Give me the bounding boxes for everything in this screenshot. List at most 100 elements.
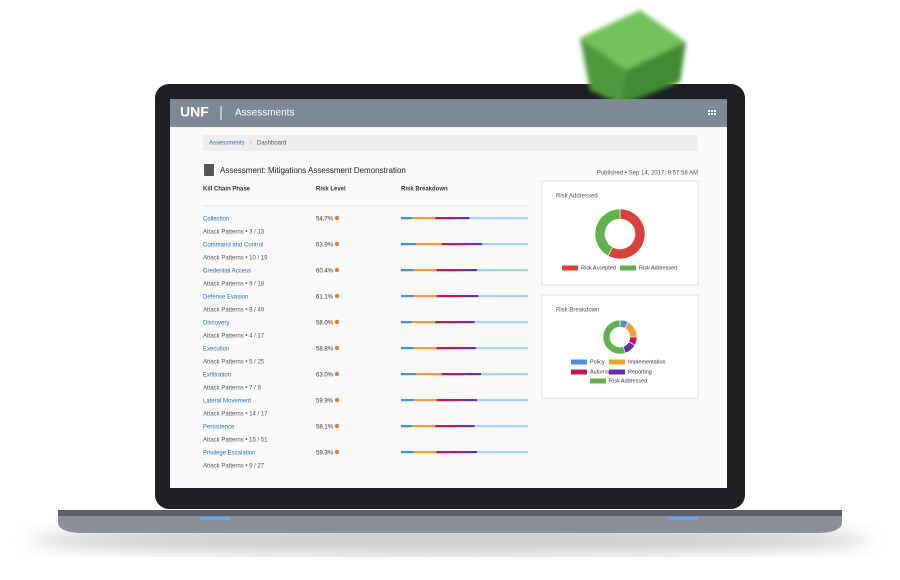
breakdown-segment (478, 295, 528, 298)
legend-label: Risk Addressed (609, 378, 647, 384)
breakdown-segment (474, 425, 528, 428)
column-header: Risk Breakdown (401, 187, 448, 193)
breakdown-segment (435, 321, 459, 324)
attack-patterns: Attack Patterns • 9 / 27 (203, 464, 265, 470)
phase-link[interactable]: Privilege Escalation (203, 451, 255, 457)
risk-dot (334, 423, 340, 429)
breakdown-segment (435, 217, 455, 220)
breakdown-segment (441, 373, 466, 376)
breakdown-segment (413, 347, 437, 350)
breakdown-segment (401, 425, 413, 428)
breakdown-segment (459, 451, 478, 454)
breakdown-segment (477, 451, 528, 454)
breakdown-segment (412, 321, 436, 324)
chart-title: Risk Breakdown (556, 308, 599, 314)
breakdown-segment (436, 451, 460, 454)
breakdown-segment (412, 425, 436, 428)
card (541, 294, 699, 399)
donut-slice (607, 208, 646, 260)
breakdown-segment (416, 373, 442, 376)
attack-patterns: Attack Patterns • 10 / 19 (203, 256, 268, 262)
legend-label: Risk Accepted (581, 265, 616, 271)
phase-link[interactable]: Credential Access (203, 269, 251, 275)
breakdown-segment (401, 269, 414, 272)
risk-level: 61.1% (316, 295, 334, 301)
breakdown-segment (401, 399, 414, 402)
risk-level: 59.3% (316, 451, 334, 457)
breadcrumb (203, 135, 698, 151)
breakdown-segment (460, 399, 478, 402)
breakdown-segment (401, 243, 417, 246)
breadcrumb-link[interactable]: Assessments (209, 141, 245, 147)
legend-swatch (571, 369, 587, 375)
breakdown-segment (436, 269, 460, 272)
legend-label: Policy (590, 359, 605, 365)
breakdown-segment (459, 347, 476, 350)
breakdown-segment (412, 217, 436, 220)
attack-patterns: Attack Patterns • 3 / 13 (203, 230, 265, 236)
risk-dot (334, 345, 340, 351)
legend-label: Automation (590, 369, 618, 375)
phase-link[interactable]: Persistence (203, 425, 235, 431)
logo: UNF (180, 104, 209, 120)
breakdown-segment (474, 321, 528, 324)
phase-link[interactable]: Discovery (203, 321, 229, 327)
legend-swatch (609, 369, 625, 375)
laptop-base (58, 512, 842, 533)
risk-dot (334, 293, 340, 299)
published: Published • Sep 14, 2017, 9:57:58 AM (597, 171, 698, 177)
risk-level: 54.7% (316, 217, 334, 223)
glow (668, 517, 698, 520)
breakdown-segment (469, 217, 528, 220)
attack-patterns: Attack Patterns • 15 / 51 (203, 438, 268, 444)
separator: / (250, 141, 252, 147)
breakdown-segment (477, 269, 528, 272)
breakdown-segment (413, 451, 437, 454)
risk-level: 58.0% (316, 321, 334, 327)
breakdown-segment (401, 451, 414, 454)
phase-link[interactable]: Defense Evasion (203, 295, 248, 301)
header-title: Assessments (235, 108, 294, 119)
phase-link[interactable]: Exfiltration (203, 373, 231, 379)
risk-level: 63.9% (316, 243, 334, 249)
breakdown-segment (465, 373, 482, 376)
legend-swatch (609, 359, 625, 365)
breakdown-segment (482, 243, 528, 246)
attack-patterns: Attack Patterns • 4 / 17 (203, 334, 265, 340)
legend-swatch (590, 378, 606, 384)
risk-dot (334, 319, 340, 325)
risk-dot (334, 241, 340, 247)
attack-patterns: Attack Patterns • 7 / 9 (203, 386, 261, 392)
cube (580, 10, 686, 105)
risk-dot (334, 267, 340, 273)
breakdown-segment (454, 217, 470, 220)
phase-link[interactable]: Command and Control (203, 243, 263, 249)
breakdown-segment (413, 399, 437, 402)
breakdown-segment (413, 295, 437, 298)
glow (200, 517, 230, 520)
legend-swatch (571, 359, 587, 365)
breakdown-segment (401, 217, 413, 220)
phase-link[interactable]: Execution (203, 347, 229, 353)
legend-label: Implementation (628, 359, 666, 365)
header-bar (170, 99, 727, 127)
attack-patterns: Attack Patterns • 5 / 25 (203, 360, 265, 366)
breakdown-segment (401, 321, 413, 324)
attack-patterns: Attack Patterns • 14 / 17 (203, 412, 268, 418)
breakdown-segment (441, 243, 468, 246)
attack-patterns: Attack Patterns • 9 / 49 (203, 308, 265, 314)
donut-slice (602, 319, 626, 355)
phase-link[interactable]: Lateral Movement (203, 399, 251, 405)
breakdown-segment (436, 347, 460, 350)
breakdown-segment (401, 347, 414, 350)
legend-swatch (620, 265, 636, 271)
apps-icon[interactable] (708, 110, 716, 115)
legend-label: Risk Addressed (639, 265, 677, 271)
breakdown-segment (416, 243, 442, 246)
phase-link[interactable]: Collection (203, 217, 229, 223)
risk-dot (334, 449, 340, 455)
laptop-hinge (58, 510, 842, 516)
risk-level: 63.0% (316, 373, 334, 379)
breakdown-segment (401, 373, 417, 376)
